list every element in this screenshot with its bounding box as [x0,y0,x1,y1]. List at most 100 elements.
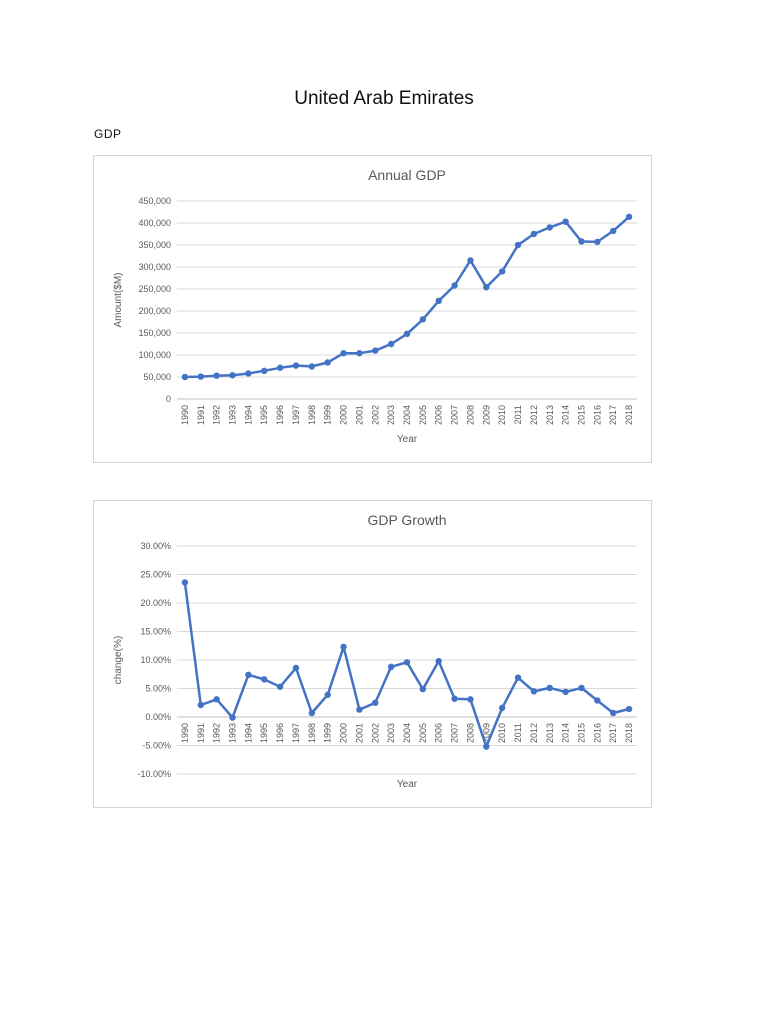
x-tick-label: 1998 [307,405,317,425]
data-point [467,696,474,703]
x-tick-label: 1990 [180,405,190,425]
data-point [578,684,585,692]
x-axis-label: Year [397,434,418,445]
x-tick-label: 2014 [561,723,571,743]
data-point [483,743,490,750]
data-point [546,224,553,231]
data-point [498,268,506,275]
data-point [625,213,633,221]
x-tick-label: 2017 [608,405,618,425]
data-point [213,696,220,703]
x-tick-label: 2013 [545,405,555,425]
x-tick-label: 2003 [386,405,396,425]
y-tick-label: 10.00% [140,655,171,665]
x-tick-label: 1995 [259,723,269,743]
y-tick-label: 350,000 [138,240,171,250]
y-tick-label: 30.00% [140,541,171,551]
y-tick-label: 400,000 [138,218,171,228]
x-tick-label: 2017 [608,723,618,743]
x-tick-label: 2007 [450,405,460,425]
x-tick-label: 1991 [196,723,206,743]
x-tick-label: 1999 [323,723,333,743]
x-tick-label: 1996 [275,405,285,425]
chart-title: GDP Growth [367,512,446,528]
x-tick-label: 2010 [497,723,507,743]
data-point [276,683,284,690]
data-point [372,347,379,354]
x-tick-label: 2010 [497,405,507,425]
y-tick-label: 150,000 [138,328,171,338]
y-tick-label: -10.00% [137,769,171,779]
data-point [356,350,363,357]
y-tick-label: 15.00% [140,627,171,637]
data-point [324,359,331,366]
x-tick-label: 2016 [592,723,602,743]
x-tick-label: 2013 [545,723,555,743]
data-point [498,704,506,712]
x-tick-label: 1996 [275,723,285,743]
data-point [562,218,569,225]
data-point [292,362,300,369]
x-tick-label: 2016 [592,405,602,425]
data-point [419,316,427,323]
x-tick-label: 2000 [339,405,349,425]
data-point [340,643,347,651]
y-axis-label: Amount($M) [113,272,124,327]
data-point [594,238,601,246]
x-tick-label: 1992 [212,405,222,425]
x-tick-label: 1993 [228,405,238,425]
data-point [610,709,617,717]
x-tick-label: 2008 [465,723,475,743]
data-point [276,364,284,371]
gdp-growth-chart: GDP Growth -10.00% -5.00% 0.00% 5.00% 10.00% 1… [93,500,652,808]
data-point [387,663,395,671]
x-tick-label: 2005 [418,723,428,743]
data-point [435,297,442,305]
y-axis-label: change(%) [113,636,124,684]
data-point [514,241,522,249]
x-tick-label: 1993 [228,723,238,743]
x-tick-label: 2011 [513,405,523,424]
data-point [197,701,204,709]
y-tick-label: -5.00% [142,741,171,751]
data-point [387,340,395,348]
chart-title: Annual GDP [368,167,446,183]
y-tick-label: 50,000 [143,372,171,382]
data-point [229,372,236,379]
data-point [530,688,538,695]
y-tick-label: 5.00% [145,684,171,694]
x-tick-label: 1997 [291,723,301,743]
y-tick-label: 300,000 [138,262,171,272]
data-point [372,699,379,706]
series-line [184,215,630,379]
x-axis-label: Year [397,779,418,790]
data-point [483,284,490,291]
data-point [403,330,411,338]
x-tick-label: 2002 [370,723,380,743]
x-tick-label: 1994 [243,405,253,425]
data-point [467,257,474,264]
data-point [245,370,252,377]
x-tick-label: 1991 [196,405,206,425]
x-tick-label: 2001 [354,723,364,743]
y-tick-label: 25.00% [140,570,171,580]
data-point [229,714,236,721]
x-tick-label: 2001 [354,405,364,425]
y-tick-label: 0.00% [145,712,171,722]
data-point [530,230,538,238]
x-tick-label: 2004 [402,405,412,425]
y-tick-label: 250,000 [138,284,171,294]
x-tick-label: 2003 [386,723,396,743]
section-label: GDP [94,127,122,141]
x-tick-label: 2012 [529,405,539,425]
data-point [419,685,427,693]
data-point [356,706,363,713]
x-tick-label: 2015 [576,723,586,743]
annual-gdp-chart-svg: Annual GDP 0 50,000 100,000 150,000 200,000 25… [113,167,637,445]
data-point [308,709,316,717]
x-tick-label: 2014 [561,405,571,425]
data-point [451,282,458,289]
x-tick-label: 2018 [624,405,634,425]
data-point [261,367,268,375]
y-tick-label: 100,000 [138,350,171,360]
